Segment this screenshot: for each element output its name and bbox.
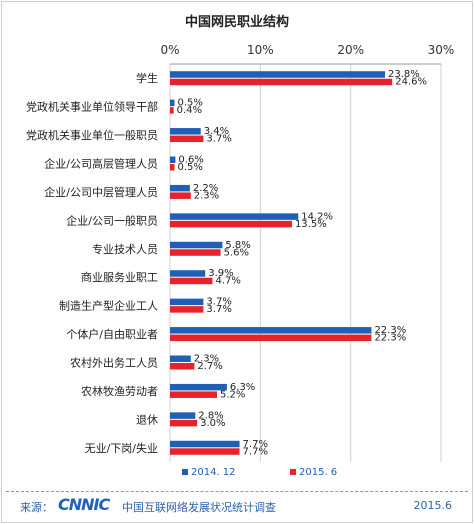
bar-series-2 — [170, 107, 174, 114]
category-label: 无业/下岗/失业 — [85, 442, 158, 455]
bar-series-2 — [170, 334, 372, 342]
data-label: 14.2% — [301, 211, 333, 222]
category-label: 个体户/自由职业者 — [66, 327, 158, 341]
category-label: 退休 — [136, 413, 158, 426]
bar-series-2 — [170, 220, 292, 228]
bar-series-2 — [170, 78, 393, 86]
bar-series-2 — [170, 135, 204, 143]
category-label: 商业服务业职工 — [81, 270, 158, 284]
data-label: 3.0% — [200, 418, 225, 429]
chart-title: 中国网民职业结构 — [185, 14, 289, 30]
bar-series-1 — [170, 184, 190, 192]
data-label: 24.6% — [395, 77, 427, 88]
data-label: 2.7% — [197, 361, 222, 372]
x-tick-label: 20% — [337, 43, 364, 57]
data-label: 5.2% — [220, 389, 245, 400]
data-label: 5.8% — [225, 240, 250, 251]
x-tick-label: 0% — [160, 43, 179, 57]
x-tick-label: 10% — [247, 43, 274, 57]
bar-series-1 — [170, 270, 206, 277]
data-label: 7.7% — [243, 446, 268, 457]
data-label: 0.5% — [178, 162, 203, 173]
category-label: 企业/公司中层管理人员 — [44, 185, 158, 199]
data-label: 2.3% — [194, 190, 219, 201]
data-label: 22.3% — [374, 325, 406, 336]
bar-series-1 — [170, 383, 227, 391]
category-label: 农林牧渔劳动者 — [81, 384, 158, 398]
legend-swatch — [290, 469, 296, 475]
bar-series-2 — [170, 306, 204, 313]
category-label: 专业技术人员 — [92, 242, 158, 256]
data-label: 4.7% — [215, 276, 240, 287]
bar-series-1 — [170, 412, 196, 419]
bar-series-1 — [170, 99, 175, 107]
bar-series-2 — [170, 419, 198, 427]
category-label: 企业/公司高层管理人员 — [44, 157, 158, 171]
report-date: 2015.6 — [413, 499, 453, 512]
category-label: 制造生产型企业工人 — [59, 299, 158, 313]
data-label: 3.7% — [206, 297, 231, 308]
data-label: 2.3% — [194, 354, 219, 365]
category-label: 党政机关事业单位一般职员 — [26, 128, 158, 142]
category-label: 党政机关事业单位领导干部 — [26, 100, 158, 114]
bar-series-2 — [170, 448, 240, 455]
data-label: 2.8% — [198, 410, 223, 421]
bar-series-2 — [170, 363, 195, 370]
data-label: 0.6% — [178, 155, 203, 166]
bar-series-1 — [170, 355, 191, 362]
data-label: 0.5% — [178, 98, 203, 109]
bar-series-1 — [170, 440, 240, 448]
footer: 来源： CNNIC 中国互联网络发展状况统计调查 2015.6 — [0, 487, 474, 524]
data-label: 7.7% — [243, 439, 268, 450]
category-label: 农村外出务工人员 — [70, 356, 158, 370]
occupation-bar-chart: 中国网民职业结构 0% 10% 20% 30% 学生 23.8%24.6% 党政机关事业单位领… — [26, 14, 455, 478]
cnnic-logo: CNNIC — [58, 495, 110, 514]
data-label: 2.2% — [193, 183, 218, 194]
footer-divider — [6, 491, 468, 492]
data-label: 22.3% — [374, 333, 406, 344]
legend-label: 2014. 12 — [191, 467, 236, 478]
bar-series-1 — [170, 71, 385, 78]
bar-series-1 — [170, 298, 204, 306]
data-label: 6.3% — [230, 382, 255, 393]
x-tick-label: 30% — [428, 43, 455, 57]
category-label: 企业/公司一般职员 — [66, 213, 158, 227]
bar-series-2 — [170, 391, 217, 398]
source-label: 来源： — [20, 501, 53, 514]
data-label: 3.9% — [208, 268, 233, 279]
bar-series-1 — [170, 128, 201, 135]
legend-swatch — [182, 469, 188, 475]
data-label: 0.4% — [177, 105, 202, 116]
source-text: 中国互联网络发展状况统计调查 — [122, 501, 276, 514]
bar-series-2 — [170, 277, 213, 285]
category-label: 学生 — [136, 71, 158, 85]
legend-label: 2015. 6 — [299, 467, 337, 478]
bar-series-2 — [170, 192, 191, 199]
data-label: 3.7% — [206, 304, 231, 315]
bar-series-2 — [170, 164, 175, 171]
data-label: 23.8% — [388, 69, 420, 80]
bar-series-2 — [170, 249, 221, 256]
data-label: 13.5% — [295, 219, 327, 230]
bar-series-1 — [170, 213, 299, 220]
bar-series-1 — [170, 327, 372, 334]
data-label: 5.6% — [224, 247, 249, 258]
bar-series-1 — [170, 241, 223, 249]
bar-series-1 — [170, 156, 176, 163]
data-label: 3.7% — [206, 134, 231, 145]
data-label: 3.4% — [204, 126, 229, 137]
